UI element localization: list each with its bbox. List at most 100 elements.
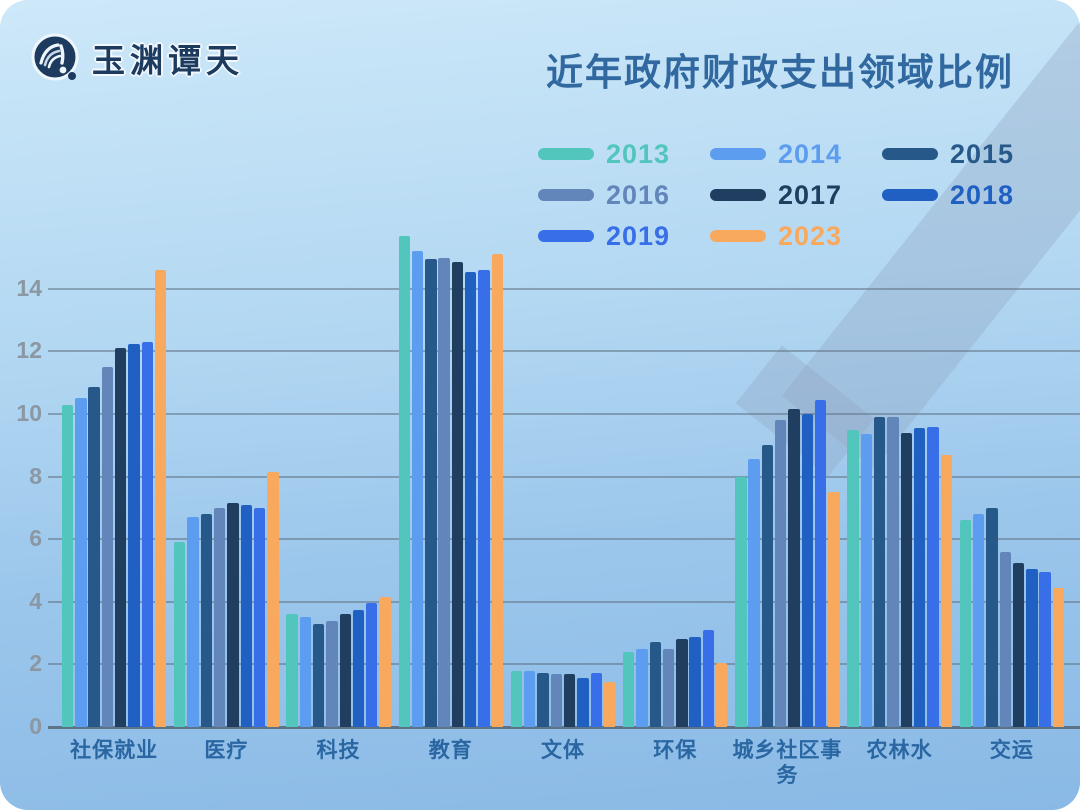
bar-2015-农林水 [874,417,886,727]
bar-2013-医疗 [174,542,186,727]
bar-2018-环保 [689,637,701,727]
bar-2023-环保 [716,662,728,727]
bar-2014-社保就业 [75,398,87,727]
x-axis-category-label: 教育 [428,739,473,762]
bar-2019-社保就业 [141,342,154,727]
y-axis-tick-label: 8 [29,462,42,489]
bar-2023-农林水 [940,454,952,727]
bar-2016-教育 [438,257,450,727]
legend-swatch [710,148,766,160]
legend-label: 2015 [950,138,1015,169]
chart-legend: 2013 2014 2015 2016 2017 2018 2019 2023 [538,138,1026,251]
x-axis-category-label: 交运 [989,739,1034,762]
bar-2019-医疗 [253,507,266,727]
legend-swatch [538,148,594,160]
bar-2017-医疗 [227,503,239,727]
bar-2013-教育 [398,235,410,727]
y-axis-tick-label: 10 [16,400,42,426]
bar-2019-环保 [702,629,715,727]
legend-label: 2013 [606,138,671,169]
y-axis-tick-label: 2 [29,650,42,677]
bar-2019-科技 [366,603,378,727]
bar-2013-环保 [622,651,635,727]
legend-swatch [538,230,594,242]
legend-item-2019: 2019 [538,221,710,251]
y-axis-tick-label: 4 [29,587,42,614]
legend-item-2023: 2023 [710,220,882,251]
x-axis-category-label: 城乡社区事务 [732,739,843,788]
yuyuan-tantian-logo-icon [30,32,82,84]
bar-2014-交运 [972,514,985,727]
gridline-y10 [48,413,1080,415]
bar-2017-交运 [1012,562,1025,727]
chart-title: 近年政府财政支出领域比例 [546,52,1014,93]
legend-swatch [710,230,766,242]
legend-label: 2018 [950,179,1015,210]
gridline-y6 [48,538,1080,541]
bar-2014-农林水 [860,434,873,727]
y-axis-tick-label: 14 [16,274,42,301]
bar-2016-文体 [550,673,563,727]
x-axis-category-label: 医疗 [204,739,249,762]
bar-2013-科技 [286,614,298,727]
bar-2023-文体 [603,681,616,727]
bar-2023-城乡社区事务 [828,492,840,727]
bar-2015-科技 [312,623,325,727]
bar-2016-农林水 [887,417,899,727]
legend-item-2014: 2014 [710,138,882,169]
bar-2018-农林水 [913,428,926,727]
bar-2016-医疗 [213,507,226,727]
bar-2023-社保就业 [154,270,167,727]
bar-2019-文体 [590,673,602,727]
bar-2018-教育 [465,271,477,727]
bar-2016-社保就业 [101,367,114,727]
bar-2016-交运 [999,551,1011,727]
gridline-y14 [48,287,1080,290]
bar-2015-交运 [986,507,998,727]
legend-label: 2014 [778,138,843,169]
bar-2014-医疗 [187,517,199,727]
bar-2017-农林水 [900,432,912,727]
x-axis-category-label: 科技 [316,739,361,762]
bar-2015-教育 [425,259,437,727]
y-axis-tick-label: 6 [29,525,42,552]
brand-logo: 玉渊谭天 [30,32,244,84]
gridline-y12 [48,350,1080,353]
bar-2015-医疗 [200,514,213,727]
gridline-y8 [48,475,1080,478]
bar-2017-社保就业 [115,348,127,727]
bar-2018-交运 [1026,568,1038,727]
bar-2015-环保 [649,642,661,727]
bar-2016-环保 [662,648,675,727]
bar-2023-科技 [379,597,391,727]
bar-2018-科技 [352,609,365,727]
x-axis-category-label: 社保就业 [70,739,159,762]
bar-2023-教育 [491,254,504,727]
bar-2017-环保 [676,639,688,727]
bar-2014-文体 [524,671,536,727]
bar-2014-城乡社区事务 [748,459,760,727]
legend-item-2013: 2013 [538,138,710,169]
x-axis-category-label: 环保 [653,739,698,762]
bar-2015-社保就业 [88,387,100,727]
legend-item-2015: 2015 [882,138,1026,169]
bar-2016-科技 [326,620,338,727]
bar-2013-社保就业 [61,404,74,727]
bar-2013-农林水 [847,429,859,727]
bar-2017-教育 [451,262,464,727]
bar-2017-文体 [563,674,576,727]
legend-swatch [538,189,594,201]
legend-label: 2023 [778,220,843,251]
gridline-y4 [48,600,1080,603]
bar-2019-教育 [478,270,490,727]
legend-swatch [882,189,938,201]
legend-label: 2016 [606,179,671,210]
legend-item-2016: 2016 [538,179,710,210]
bar-2018-城乡社区事务 [801,414,814,727]
bar-2015-文体 [537,672,549,727]
bar-2013-城乡社区事务 [735,476,747,727]
bar-2018-文体 [577,677,589,727]
bar-2019-交运 [1039,572,1051,727]
bar-2017-科技 [339,614,351,727]
bar-2019-城乡社区事务 [814,399,827,727]
